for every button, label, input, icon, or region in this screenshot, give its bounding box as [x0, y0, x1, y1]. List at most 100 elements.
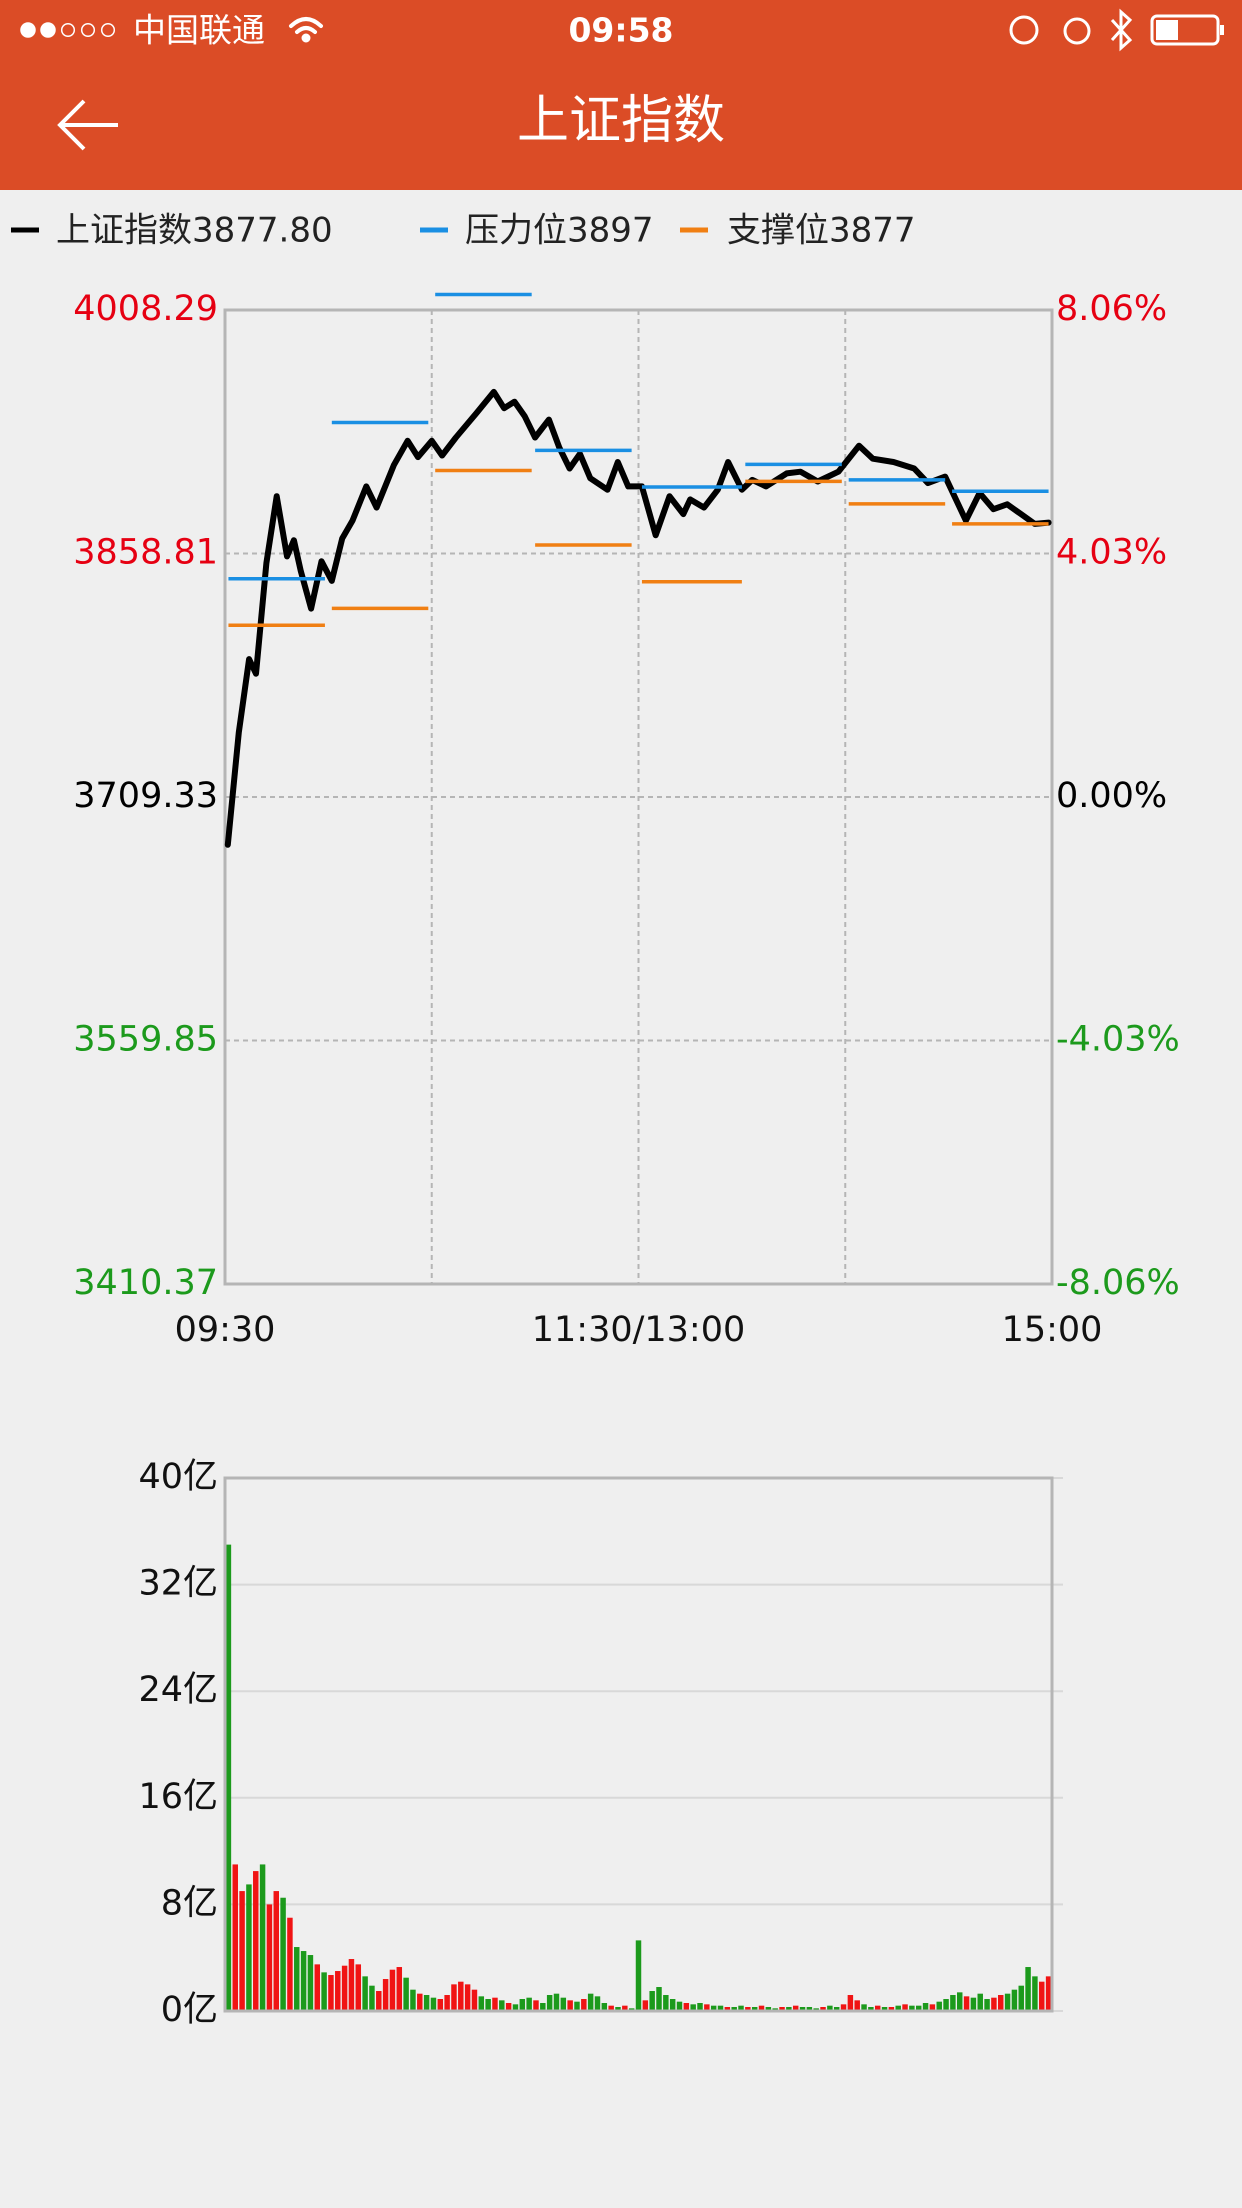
volume-bar: [567, 2000, 573, 2011]
volume-bar: [451, 1984, 457, 2011]
volume-bar: [676, 2001, 683, 2011]
volume-bar: [587, 1993, 594, 2011]
volume-bar: [259, 1864, 266, 2011]
volume-bar: [458, 1981, 464, 2011]
volume-bar: [922, 2003, 929, 2011]
volume-bar: [533, 2000, 539, 2011]
volume-bar: [478, 1996, 485, 2011]
app-bar: [0, 0, 1242, 190]
volume-bar: [389, 1969, 396, 2011]
volume-bar: [1011, 1989, 1018, 2011]
volume-bar: [471, 1989, 478, 2011]
volume-bar: [287, 1917, 293, 2011]
volume-bar: [355, 1964, 362, 2011]
volume-bar: [970, 1997, 977, 2011]
volume-bar: [1039, 1981, 1045, 2011]
volume-bar: [540, 2003, 546, 2011]
y-tick-label: 4008.29: [73, 289, 218, 329]
volume-bar: [608, 2005, 614, 2011]
wifi-icon: [289, 17, 323, 43]
volume-bar: [362, 1976, 368, 2011]
volume-bar: [307, 1955, 314, 2011]
volume-bar: [950, 1995, 956, 2011]
y-tick-label: 8亿: [161, 1883, 218, 1923]
volume-bar: [492, 1997, 498, 2011]
volume-bar: [505, 2003, 512, 2011]
y-tick-label: 3410.37: [73, 1263, 218, 1303]
volume-bar: [239, 1891, 245, 2011]
volume-bar: [984, 1999, 990, 2011]
clock: 09:58: [568, 11, 673, 50]
volume-bar: [546, 1995, 553, 2011]
volume-bar: [874, 2005, 881, 2011]
volume-bar: [977, 1993, 983, 2011]
volume-bar: [273, 1891, 279, 2011]
volume-bar: [321, 1972, 327, 2011]
volume-bar: [519, 1999, 526, 2011]
volume-bar: [232, 1864, 238, 2011]
legend-label: 支撑位3877: [727, 211, 916, 251]
volume-bar: [499, 2000, 505, 2011]
volume-bar: [382, 1979, 389, 2011]
volume-bar: [806, 2007, 813, 2011]
volume-bar: [512, 2004, 519, 2011]
volume-bar: [485, 1999, 491, 2011]
volume-bar: [417, 1993, 423, 2011]
volume-bar: [888, 2007, 895, 2011]
volume-bar: [376, 1991, 382, 2011]
volume-bar: [430, 1997, 437, 2011]
volume-bar: [915, 2005, 922, 2011]
volume-bar: [341, 1965, 348, 2011]
volume-bar: [423, 1995, 430, 2011]
y-tick-label: 16亿: [138, 1777, 218, 1817]
volume-bar: [396, 1967, 403, 2011]
signal-dots: [20, 22, 116, 38]
y-tick-label: 3709.33: [73, 776, 218, 816]
y-tick-label: 40亿: [138, 1457, 218, 1497]
y-tick-label: 0亿: [161, 1990, 218, 2030]
volume-bar: [601, 2003, 608, 2011]
y-tick-label: 24亿: [138, 1670, 218, 1710]
volume-bar: [615, 2007, 621, 2011]
volume-bar: [553, 1993, 560, 2011]
volume-bar: [827, 2005, 833, 2011]
volume-bar: [622, 2005, 628, 2011]
volume-bar: [765, 2007, 772, 2011]
volume-bar: [909, 2005, 915, 2011]
volume-bar: [731, 2007, 737, 2011]
volume-bar: [683, 2003, 690, 2011]
legend-label: 压力位3897: [465, 211, 654, 251]
volume-bar: [594, 1996, 601, 2011]
volume-bar: [799, 2007, 806, 2011]
volume-bar: [758, 2005, 765, 2011]
page-title: 上证指数: [517, 91, 725, 151]
volume-bar: [280, 1897, 286, 2011]
x-tick-label: 11:30/13:00: [532, 1310, 746, 1350]
volume-bar: [991, 1997, 997, 2011]
volume-bar: [464, 1984, 471, 2011]
volume-bar: [861, 2004, 867, 2011]
volume-bar: [833, 2007, 840, 2011]
volume-bar: [717, 2005, 724, 2011]
volume-bar: [656, 1987, 662, 2011]
volume-bar: [560, 1997, 567, 2011]
volume-bar: [704, 2004, 710, 2011]
volume-bar: [294, 1947, 300, 2011]
volume-bar: [751, 2007, 758, 2011]
x-tick-label: 15:00: [1002, 1310, 1103, 1350]
volume-bar: [724, 2007, 731, 2011]
price-line: [224, 388, 1052, 848]
y2-tick-label: -8.06%: [1056, 1263, 1180, 1303]
volume-bar: [820, 2007, 826, 2011]
back-button[interactable]: [57, 99, 118, 151]
volume-bar: [663, 1995, 669, 2011]
plot-frame: [223, 308, 1054, 1286]
volume-bar: [881, 2007, 888, 2011]
price-chart: 上证指数3877.80 压力位3897 支撑位3877 3410.37 3559.85 3…: [11, 211, 1180, 1350]
volume-bar: [403, 1977, 409, 2011]
volume-bar: [444, 1995, 450, 2011]
x-tick-label: 09:30: [175, 1310, 276, 1350]
volume-bar: [335, 1971, 341, 2011]
